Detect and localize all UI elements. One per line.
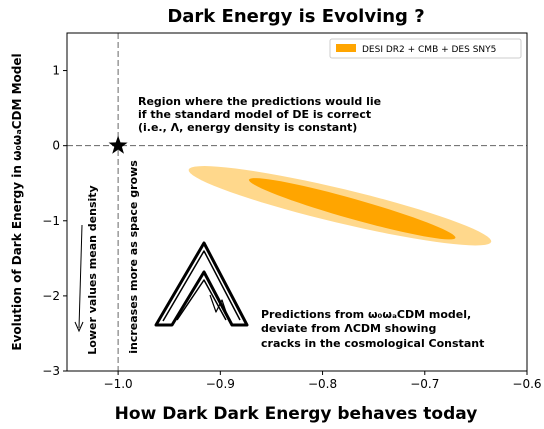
x-tick-label: −0.8	[308, 377, 337, 391]
lambda-logo	[154, 241, 249, 327]
x-axis-label: How Dark Dark Energy behaves today	[115, 404, 478, 424]
plot-area: −1.0 −0.9 −0.8 −0.7 −0.6 1 0 −1 −2 −3 DESI DR2 + C…	[42, 32, 542, 391]
legend: DESI DR2 + CMB + DES SNY5	[329, 38, 522, 59]
annotation: Lower values mean density	[86, 185, 99, 354]
y-axis-label: Evolution of Dark Energy in ω₀ωₐCDM Mode…	[10, 53, 24, 350]
annotation: cracks in the cosmological Constant	[261, 337, 484, 350]
arrow	[74, 224, 84, 333]
legend-label: DESI DR2 + CMB + DES SNY5	[362, 45, 496, 55]
annotation: deviate from ΛCDM showing	[261, 322, 436, 335]
annotation: Predictions from ω₀ωₐCDM model,	[261, 308, 471, 321]
annotation: if the standard model of DE is correct	[138, 108, 371, 121]
annotation: (i.e., Λ, energy density is constant)	[138, 121, 357, 134]
legend-swatch	[336, 44, 356, 52]
chart-title: Dark Energy is Evolving ?	[167, 6, 424, 27]
y-tick-label: 0	[52, 139, 60, 153]
x-tick-label: −1.0	[104, 377, 133, 391]
x-tick-label: −0.7	[410, 377, 439, 391]
confidence-region	[248, 178, 456, 240]
x-tick-label: −0.6	[512, 377, 541, 391]
annotation: Region where the predictions would lie	[138, 95, 381, 108]
annotation: increases more as space grows	[127, 160, 140, 354]
y-tick-label: −3	[42, 364, 60, 378]
legend-box	[329, 38, 522, 59]
reference-star	[108, 135, 128, 154]
y-tick-label: −1	[42, 214, 60, 228]
y-tick-label: −2	[42, 289, 60, 303]
y-tick-label: 1	[52, 64, 60, 78]
plot-frame	[66, 32, 528, 372]
x-tick-label: −0.9	[206, 377, 235, 391]
